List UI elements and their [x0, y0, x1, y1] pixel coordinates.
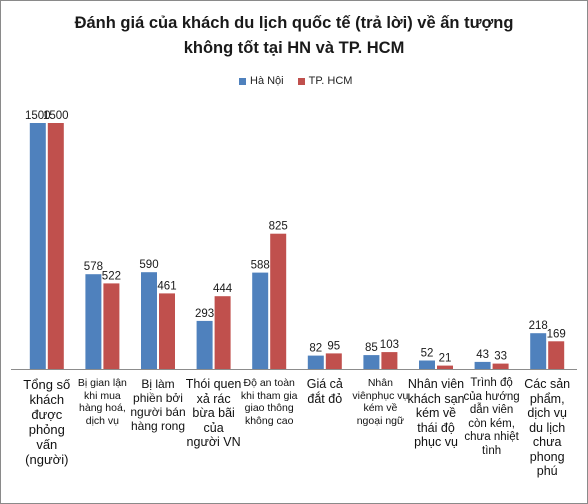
bar-ha-noi-2: [141, 272, 157, 369]
legend-swatch-ha-noi: [239, 77, 246, 85]
category-label-6: Nhân viênphục vụ kém về ngoại ngữ: [352, 377, 409, 427]
chart-legend: Hà Nội TP. HCM: [239, 75, 366, 87]
data-label-ha-noi-3: 293: [195, 308, 214, 320]
category-label-3: Thói quen xả rác bừa bãi của người VN: [185, 377, 242, 449]
bar-ha-noi-4: [252, 272, 269, 369]
bar-ha-noi-9: [530, 333, 547, 369]
data-label-ha-noi-7: 52: [421, 348, 434, 360]
bar-ha-noi-8: [474, 361, 491, 369]
data-label-ha-noi-8: 43: [476, 349, 489, 361]
data-label-hcm-2: 461: [157, 280, 176, 292]
legend-swatch-hcm: [297, 77, 305, 85]
category-label-9: Các sản phẩm, dịch vụ du lịch chưa phong…: [524, 377, 571, 478]
data-label-hcm-7: 21: [439, 353, 452, 365]
legend-item-ha-noi: Hà Nội: [239, 75, 284, 87]
legend-label-ha-noi: Hà Nội: [250, 75, 284, 87]
chart-title-line2: không tốt tại HN và TP. HCM: [183, 39, 405, 57]
bar-hcm-6: [381, 352, 398, 369]
bar-ha-noi-0: [29, 123, 46, 369]
category-label-1: Bị gian lận khi mua hàng hoá, dịch vụ: [77, 377, 127, 427]
legend-item-hcm: TP. HCM: [297, 75, 353, 87]
data-label-hcm-0: 1500: [43, 110, 69, 122]
bar-ha-noi-7: [419, 360, 435, 369]
bar-ha-noi-1: [85, 274, 102, 369]
bar-ha-noi-3: [196, 320, 213, 369]
bar-ha-noi-6: [363, 355, 380, 369]
data-label-hcm-6: 103: [380, 339, 399, 351]
bar-hcm-4: [270, 233, 287, 369]
bar-hcm-7: [437, 365, 453, 369]
data-label-hcm-5: 95: [327, 340, 340, 352]
chart-title-line1: Đánh giá của khách du lịch quốc tế (trả …: [74, 14, 514, 32]
data-label-hcm-1: 522: [102, 270, 121, 282]
bar-hcm-8: [492, 363, 509, 369]
bar-ha-noi-5: [307, 355, 324, 369]
data-label-hcm-3: 444: [213, 283, 233, 295]
data-label-hcm-4: 825: [269, 221, 288, 233]
bar-hcm-0: [47, 123, 64, 369]
data-label-hcm-9: 169: [547, 328, 566, 340]
category-label-5: Giá cả đắt đỏ: [306, 377, 343, 406]
bar-hcm-1: [103, 283, 120, 369]
bar-hcm-5: [325, 353, 342, 369]
category-label-8: Trình độ của hướng dẫn viên còn kém, chư…: [463, 377, 520, 457]
bar-hcm-2: [159, 293, 175, 369]
data-label-ha-noi-2: 590: [139, 259, 158, 271]
chart-title: Đánh giá của khách du lịch quốc tế (trả …: [1, 11, 587, 61]
category-label-0: Tổng số khách được phỏng vấn (người): [23, 377, 71, 467]
legend-label-hcm: TP. HCM: [308, 75, 353, 87]
data-label-ha-noi-9: 218: [529, 320, 548, 332]
bar-hcm-3: [214, 296, 231, 369]
category-label-4: Độ an toàn khi tham gia giao thông không…: [240, 377, 298, 427]
data-label-ha-noi-4: 588: [251, 260, 270, 272]
data-label-ha-noi-6: 85: [365, 342, 378, 354]
category-label-2: Bị làm phiền bởi người bán hàng rong: [130, 377, 186, 433]
data-label-ha-noi-5: 82: [309, 343, 322, 355]
category-label-7: Nhân viên khách sạn kém về thái độ phục …: [407, 377, 465, 449]
data-label-ha-noi-1: 578: [84, 261, 103, 273]
data-label-ha-noi-0: 1500: [25, 110, 51, 122]
data-label-hcm-8: 33: [494, 351, 507, 363]
bar-hcm-9: [548, 341, 565, 369]
